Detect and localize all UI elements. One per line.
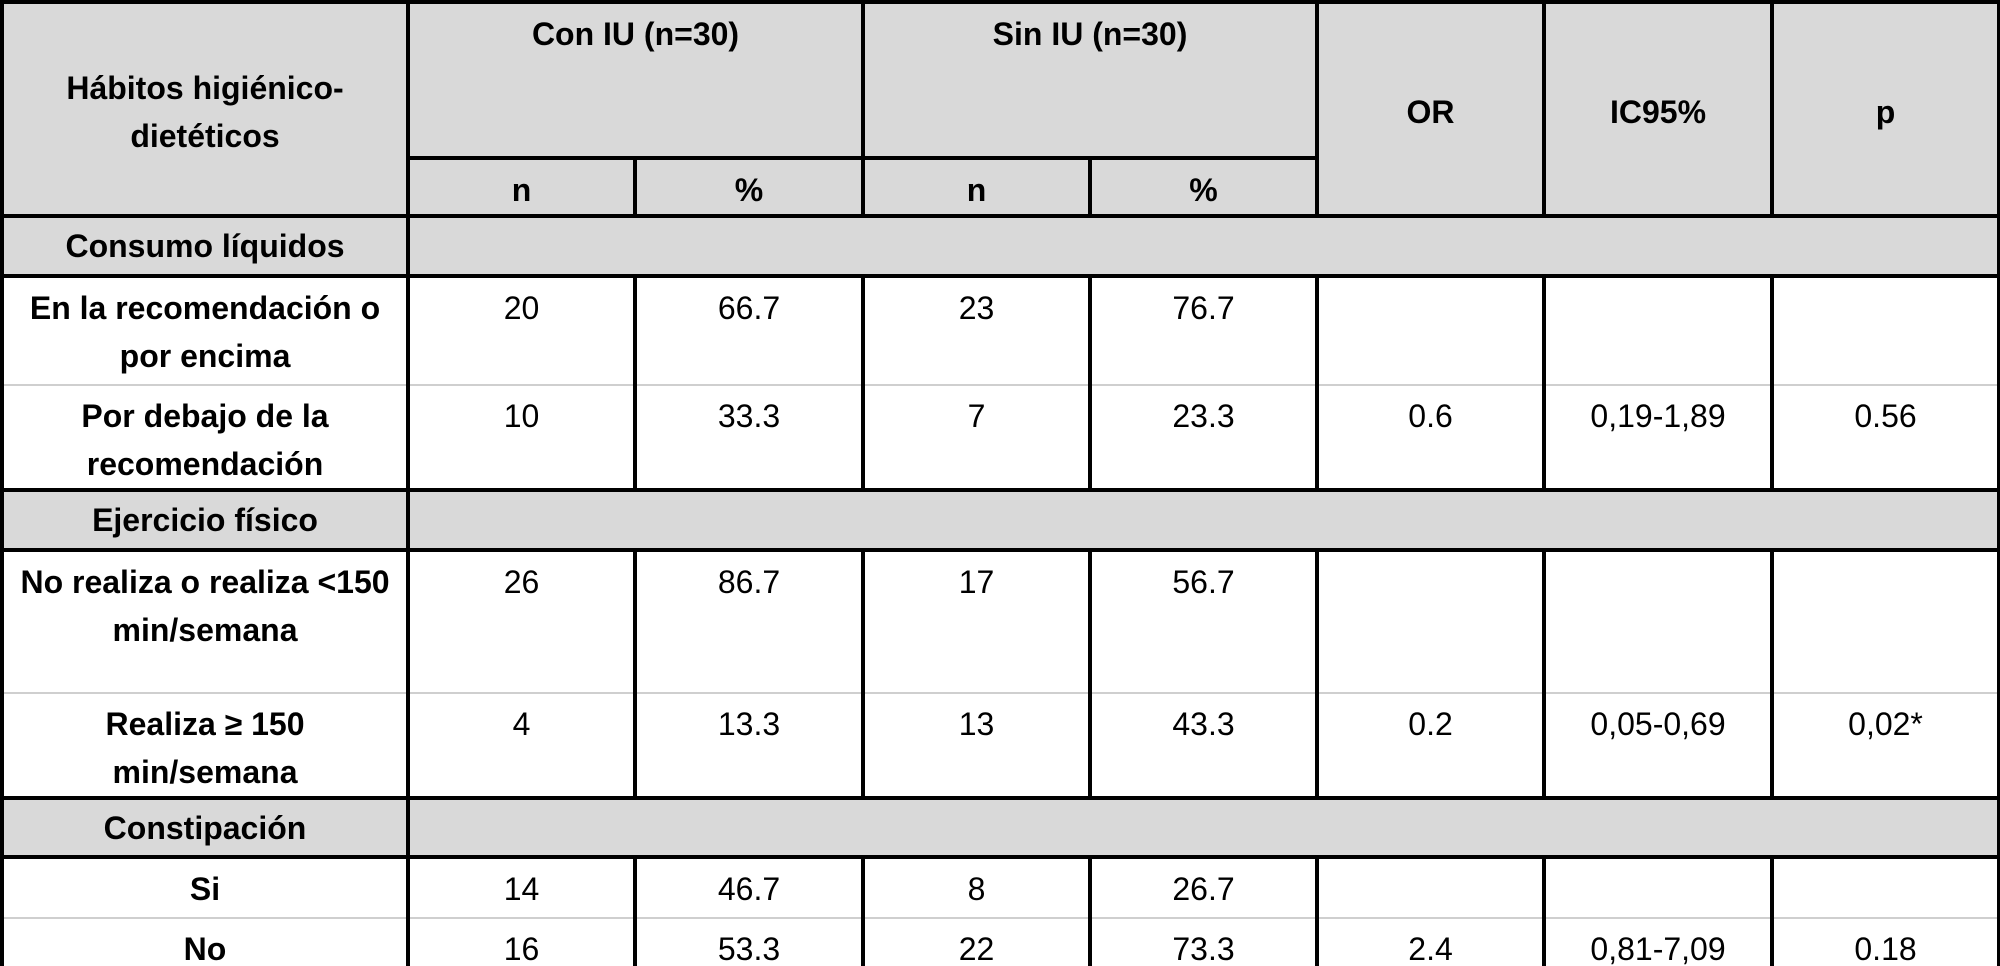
section-title: Constipación: [0, 796, 410, 859]
stat-value: 0.18: [1770, 917, 2000, 966]
cell-value: 33.3: [633, 384, 865, 492]
data-row: Realiza ≥ 150 min/semana 4 13.3 13 43.3 0.2 0,…: [0, 692, 2000, 800]
cell-value: 56.7: [1087, 548, 1320, 694]
data-row: Por debajo de la recomendación 10 33.3 7 23.…: [0, 384, 2000, 492]
table-body: Consumo líquidos En la recomendación o po…: [0, 214, 2000, 966]
cell-value: 4: [406, 692, 637, 800]
stat-value: [1770, 855, 2000, 919]
subcolumn-header: n: [406, 156, 637, 218]
cell-value: 23.3: [1087, 384, 1320, 492]
cell-value: 53.3: [633, 917, 865, 966]
cell-value: 8: [861, 855, 1092, 919]
data-row: No 16 53.3 22 73.3 2.4 0,81-7,09 0.18: [0, 917, 2000, 966]
cell-value: 17: [861, 548, 1092, 694]
section-row: Constipación: [0, 796, 2000, 859]
cell-value: 73.3: [1087, 917, 1320, 966]
stat-value: [1315, 548, 1547, 694]
stat-value: 0,02*: [1770, 692, 2000, 800]
subcolumn-header: %: [1087, 156, 1320, 218]
data-row: En la recomendación o por encima 20 66.7 23…: [0, 274, 2000, 386]
cell-value: 7: [861, 384, 1092, 492]
table-header: Hábitos higiénico-dietéticos Con IU (n=3…: [0, 0, 2000, 218]
header-title: Hábitos higiénico-dietéticos: [0, 0, 410, 218]
cell-value: 86.7: [633, 548, 865, 694]
stat-value: [1770, 274, 2000, 386]
section-title: Ejercicio físico: [0, 488, 410, 552]
row-label: Por debajo de la recomendación: [0, 384, 410, 492]
stat-value: 0.6: [1315, 384, 1547, 492]
data-row: No realiza o realiza <150 min/semana 26 86…: [0, 548, 2000, 694]
group-header: Sin IU (n=30): [860, 0, 1320, 160]
section-fill: [405, 796, 2000, 859]
cell-value: 26: [406, 548, 637, 694]
header-row: Hábitos higiénico-dietéticos Con IU (n=3…: [0, 0, 2000, 218]
group-header: Con IU (n=30): [406, 0, 865, 160]
cell-value: 16: [406, 917, 637, 966]
stat-value: [1315, 274, 1547, 386]
stat-value: 2.4: [1315, 917, 1547, 966]
section-row: Ejercicio físico: [0, 488, 2000, 552]
cell-value: 13: [861, 692, 1092, 800]
stat-value: 0,81-7,09: [1542, 917, 1775, 966]
cell-value: 20: [406, 274, 637, 386]
cell-value: 23: [861, 274, 1092, 386]
section-title: Consumo líquidos: [0, 214, 410, 278]
section-fill: [405, 488, 2000, 552]
cell-value: 66.7: [633, 274, 865, 386]
row-label: No: [0, 917, 410, 966]
cell-value: 76.7: [1087, 274, 1320, 386]
stat-value: [1770, 548, 2000, 694]
cell-value: 13.3: [633, 692, 865, 800]
row-label: Realiza ≥ 150 min/semana: [0, 692, 410, 800]
stat-value: [1542, 274, 1775, 386]
section-fill: [405, 214, 2000, 278]
stat-header: OR: [1315, 0, 1547, 218]
stat-header: IC95%: [1542, 0, 1775, 218]
stat-value: [1542, 548, 1775, 694]
section-row: Consumo líquidos: [0, 214, 2000, 278]
stat-value: 0,19-1,89: [1542, 384, 1775, 492]
cell-value: 26.7: [1087, 855, 1320, 919]
row-label: En la recomendación o por encima: [0, 274, 410, 386]
stat-value: 0,05-0,69: [1542, 692, 1775, 800]
subcolumn-header: n: [861, 156, 1092, 218]
row-label: No realiza o realiza <150 min/semana: [0, 548, 410, 694]
row-label: Si: [0, 855, 410, 919]
stat-header: p: [1770, 0, 2000, 218]
cell-value: 43.3: [1087, 692, 1320, 800]
subheader-row: n % n %: [2, 156, 1999, 218]
data-row: Si 14 46.7 8 26.7: [0, 855, 2000, 919]
stat-value: [1315, 855, 1547, 919]
cell-value: 14: [406, 855, 637, 919]
cell-value: 46.7: [633, 855, 865, 919]
stat-value: [1542, 855, 1775, 919]
subcolumn-header: %: [633, 156, 865, 218]
cell-value: 22: [861, 917, 1092, 966]
cell-value: 10: [406, 384, 637, 492]
stat-value: 0.56: [1770, 384, 2000, 492]
stat-value: 0.2: [1315, 692, 1547, 800]
